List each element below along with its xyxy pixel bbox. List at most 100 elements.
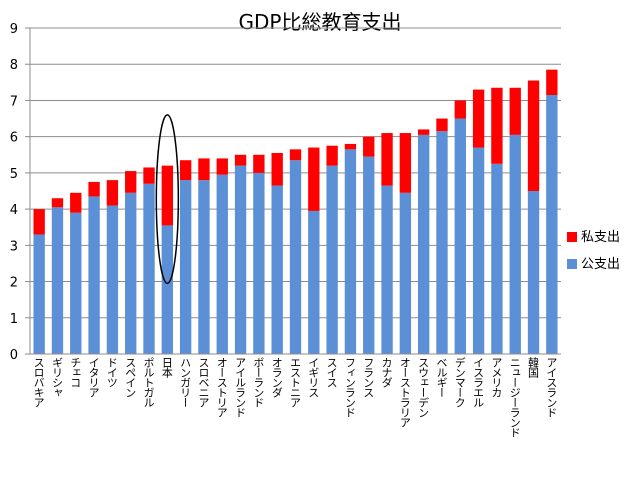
legend-swatch-public [567,259,577,269]
y-tick-label: 4 [10,203,18,218]
bar-public [161,225,174,354]
bar-public [491,163,503,354]
x-tick-label: イギリス [306,357,320,397]
legend-item-private: 私支出 [567,226,620,245]
bar-public [399,192,412,354]
x-tick-label: ドイツ [105,357,119,387]
bar-public [308,210,320,354]
x-tick-label: エストニア [288,357,302,407]
bar-public [33,234,45,354]
bar-public [70,212,82,354]
x-tick-label: アイルランド [233,357,247,417]
x-tick-label: デンマーク [453,357,467,407]
bar-public [289,160,302,354]
bar-private [509,87,521,135]
bar-private [527,80,540,191]
bar-private [198,158,210,181]
x-tick-label: スロベニア [196,357,210,407]
chart-title: GDP比総教育支出 [238,10,402,34]
x-tick-label: スウェーデン [416,357,430,417]
bar-public [88,196,100,354]
x-tick-label: ポーランド [251,357,265,407]
bar-public [527,191,540,354]
x-tick-label: ギリシャ [50,357,64,397]
bar-private [546,69,558,96]
bar-private [436,118,448,132]
bar-public [271,185,283,354]
y-tick-label: 9 [10,22,18,37]
bar-public [454,118,466,354]
bar-private [70,192,82,213]
x-tick-label: カナダ [380,357,394,387]
axes [25,27,561,355]
x-tick-label: アイスランド [544,357,558,417]
bar-private [289,149,302,161]
legend-label-private: 私支出 [581,230,621,245]
bar-private [271,152,283,186]
bar-private [179,160,192,181]
x-tick-label: チェコ [68,357,82,387]
legend-swatch-private [567,232,577,242]
x-tick-label: 日本 [160,357,174,377]
bar-private [454,100,466,119]
y-tick-labels: 0 1 2 3 4 5 6 7 8 9 [10,22,18,363]
x-tick-label: オーストラリア [398,357,412,427]
x-tick-label: オーストリア [215,357,229,417]
bar-public [143,183,155,354]
bar-public [509,134,521,354]
y-tick-label: 3 [10,239,18,254]
bar-private [399,133,412,193]
bar-private [216,158,228,175]
bar-private [417,129,430,135]
bars [33,69,558,354]
y-tick-label: 6 [10,131,18,146]
bar-public [51,207,64,354]
bar-private [33,209,45,235]
bar-public [546,95,558,354]
legend-label-public: 公支出 [581,257,621,272]
bar-private [106,180,119,206]
y-tick-label: 7 [10,94,18,109]
x-tick-label: 韓国 [526,357,540,377]
bar-private [143,167,155,184]
x-tick-label: フィンランド [343,357,357,417]
bar-public [344,149,357,354]
x-tick-label: アメリカ [489,357,503,397]
bar-private [344,143,357,150]
bar-public [326,165,338,354]
bar-public [234,165,247,354]
bar-public [179,180,192,354]
x-tick-label: スイス [325,357,339,387]
highlight-ellipse [155,114,180,285]
bar-public [436,131,448,354]
bar-private [51,198,64,208]
x-tick-label: ポルトガル [142,357,156,407]
x-tick-label: ニュージーランド [508,357,522,437]
bar-public [216,174,228,354]
x-tick-label: イタリア [87,357,101,397]
bar-private [161,165,174,226]
bar-private [381,133,393,186]
bar-private [88,181,100,197]
bar-private [253,154,265,173]
bar-public [417,134,430,354]
bar-public [363,156,375,354]
y-tick-label: 0 [10,348,18,363]
bar-public [106,205,119,354]
x-tick-label: スペイン [123,357,137,397]
bar-private [234,154,247,166]
bar-private [472,89,485,148]
x-tick-label: ハンガリー [178,357,192,407]
annotations [155,114,180,285]
x-tick-label: スロバキア [32,357,46,407]
bar-public [381,185,393,354]
x-tick-label: イスラエル [471,357,485,407]
y-tick-label: 5 [10,167,18,182]
legend-item-public: 公支出 [567,253,620,272]
x-tick-label: ベルギー [434,357,448,397]
bar-public [472,147,485,354]
bar-private [326,145,338,166]
bar-private [308,147,320,211]
bar-public [125,192,137,354]
bar-private [125,171,137,193]
